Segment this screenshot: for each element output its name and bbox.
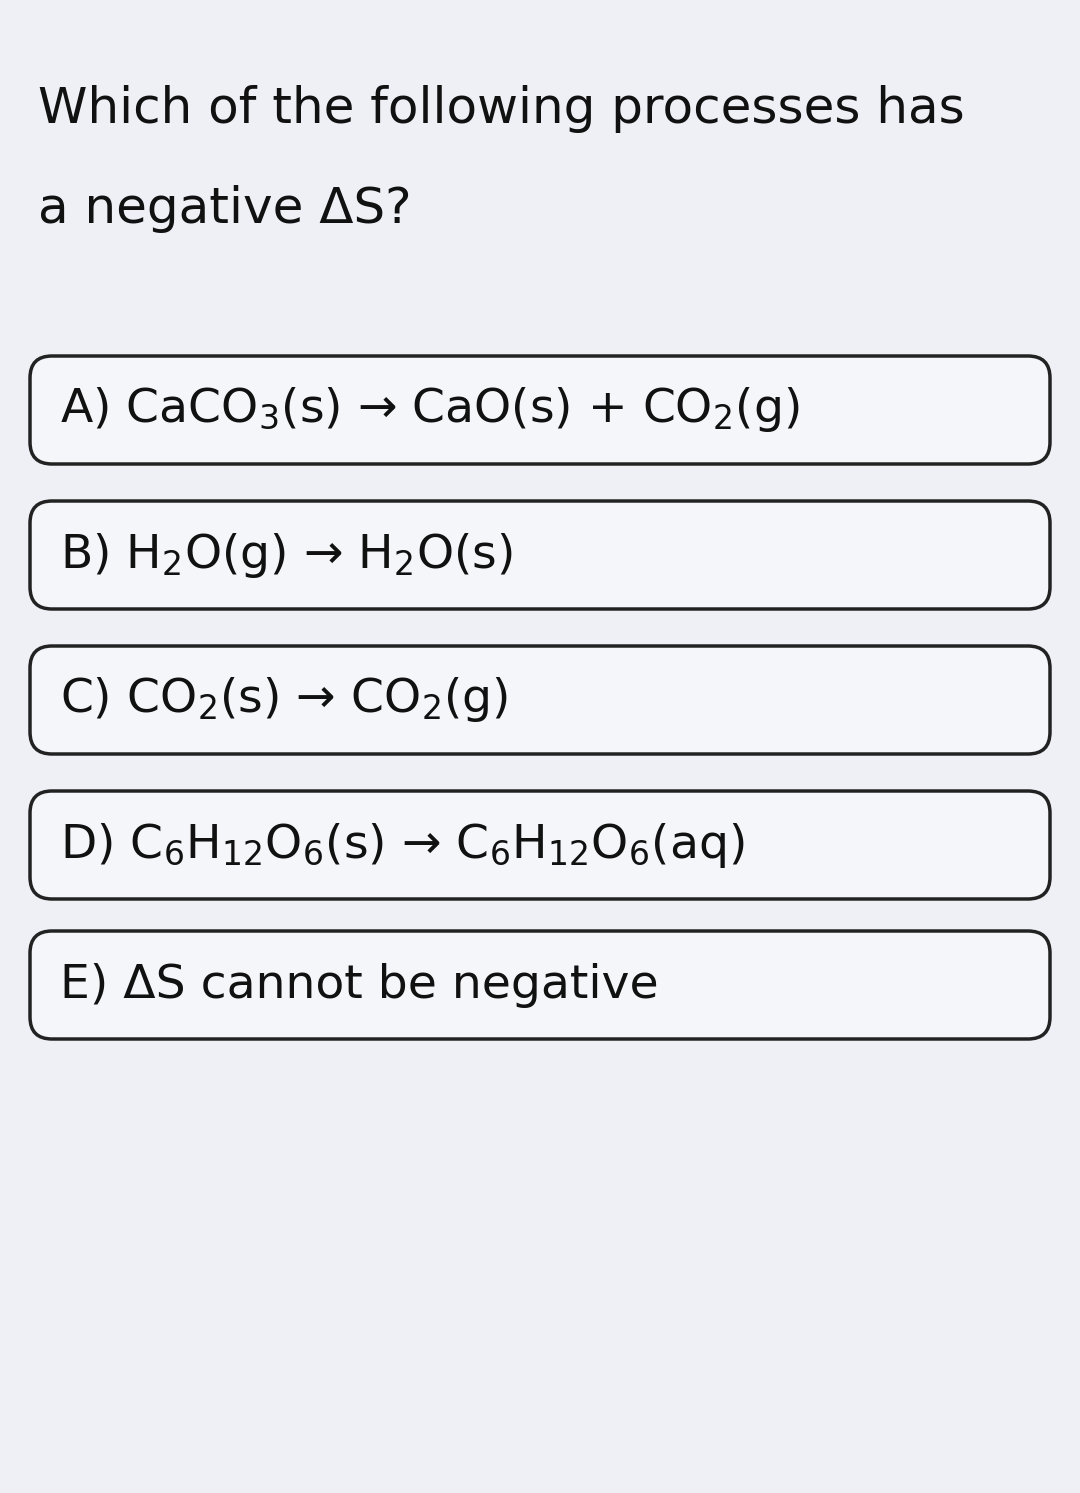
Text: Which of the following processes has: Which of the following processes has xyxy=(38,85,964,133)
Text: C) CO$_{2}$(s) → CO$_{2}$(g): C) CO$_{2}$(s) → CO$_{2}$(g) xyxy=(60,675,509,724)
FancyBboxPatch shape xyxy=(30,932,1050,1039)
Text: a negative ΔS?: a negative ΔS? xyxy=(38,185,411,233)
FancyBboxPatch shape xyxy=(30,791,1050,899)
Text: A) CaCO$_{3}$(s) → CaO(s) + CO$_{2}$(g): A) CaCO$_{3}$(s) → CaO(s) + CO$_{2}$(g) xyxy=(60,385,799,434)
Text: E) ΔS cannot be negative: E) ΔS cannot be negative xyxy=(60,963,659,1008)
FancyBboxPatch shape xyxy=(30,502,1050,609)
Text: B) H$_{2}$O(g) → H$_{2}$O(s): B) H$_{2}$O(g) → H$_{2}$O(s) xyxy=(60,530,513,579)
Text: D) C$_{6}$H$_{12}$O$_{6}$(s) → C$_{6}$H$_{12}$O$_{6}$(aq): D) C$_{6}$H$_{12}$O$_{6}$(s) → C$_{6}$H$… xyxy=(60,821,744,869)
FancyBboxPatch shape xyxy=(30,355,1050,464)
FancyBboxPatch shape xyxy=(30,646,1050,754)
